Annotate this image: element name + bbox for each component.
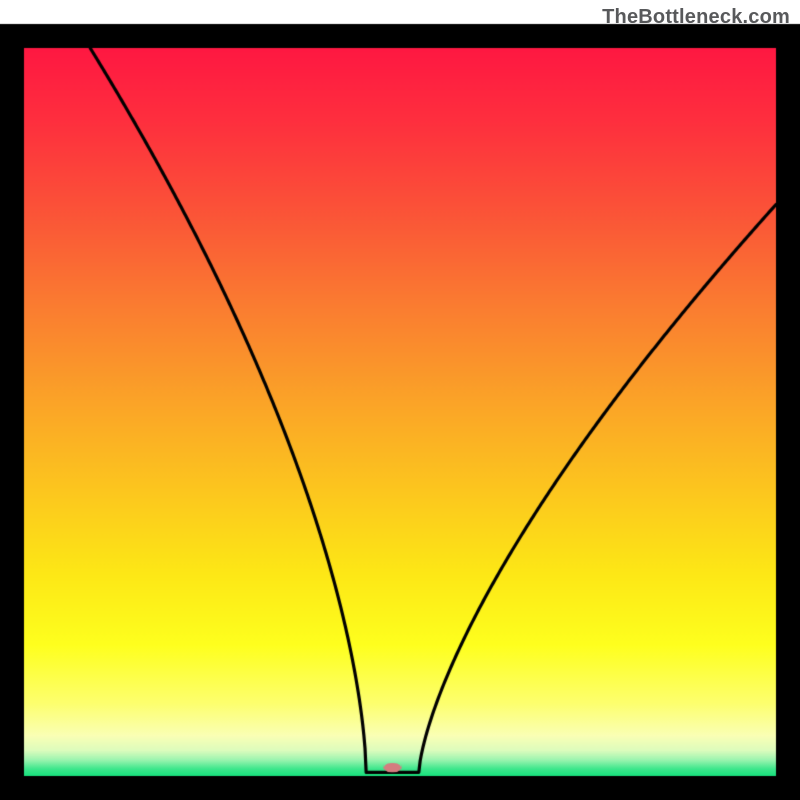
chart-stage: TheBottleneck.com bbox=[0, 0, 800, 800]
bottleneck-curve-chart bbox=[0, 0, 800, 800]
watermark-text: TheBottleneck.com bbox=[602, 6, 790, 29]
